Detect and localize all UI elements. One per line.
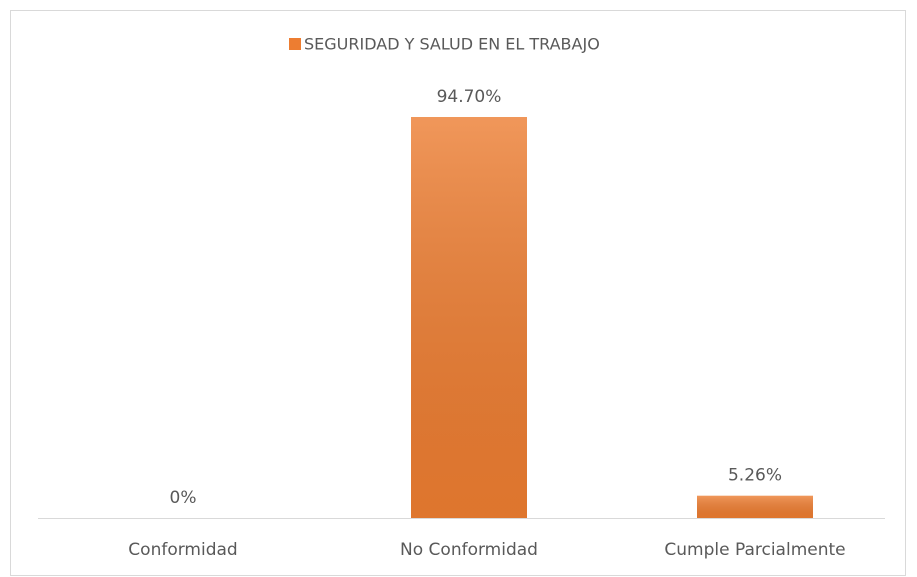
legend-label: SEGURIDAD Y SALUD EN EL TRABAJO xyxy=(304,35,600,54)
x-tick-label: No Conformidad xyxy=(400,540,538,560)
x-tick-label: Conformidad xyxy=(128,540,237,560)
legend-swatch xyxy=(289,38,301,50)
bar-shade xyxy=(411,117,527,518)
data-label: 0% xyxy=(170,488,197,508)
x-tick-label: Cumple Parcialmente xyxy=(664,540,845,560)
bar-shade xyxy=(697,495,813,518)
data-label: 5.26% xyxy=(728,466,782,486)
data-label: 94.70% xyxy=(437,87,502,107)
